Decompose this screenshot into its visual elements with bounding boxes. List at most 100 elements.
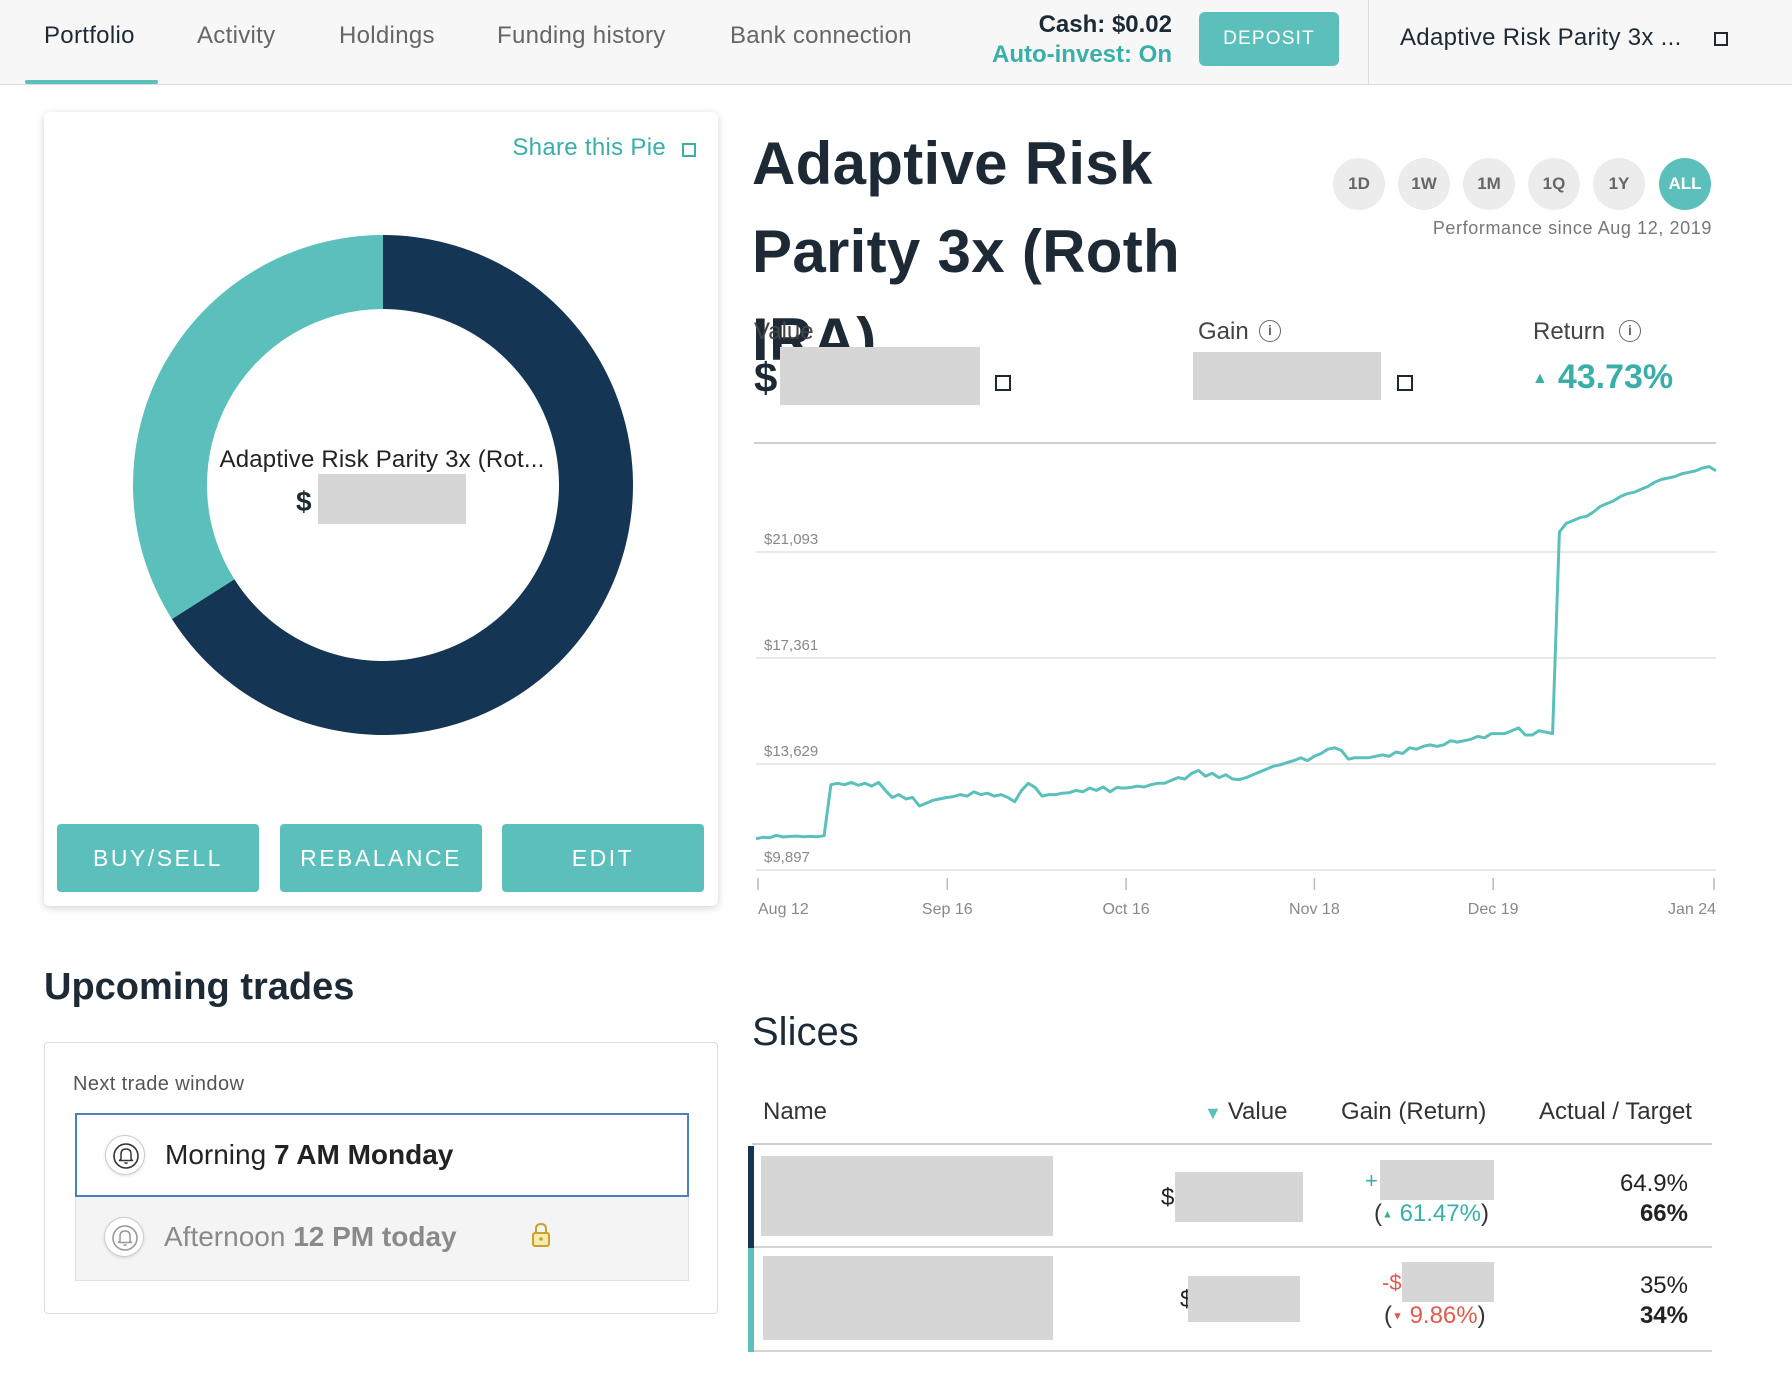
slice-color-bar (748, 1146, 754, 1248)
sort-desc-icon: ▼ (1204, 1103, 1222, 1123)
slice-return: (▼ 9.86%) (1384, 1302, 1486, 1329)
column-header-gain[interactable]: Gain (Return) (1341, 1098, 1487, 1125)
next-trade-window-label: Next trade window (73, 1073, 245, 1095)
tab-portfolio[interactable]: Portfolio (44, 22, 135, 49)
info-icon[interactable]: i (1259, 320, 1281, 342)
redacted-value (1188, 1276, 1300, 1322)
range-1w-button[interactable]: 1W (1398, 158, 1450, 210)
range-1d-button[interactable]: 1D (1333, 158, 1385, 210)
x-tick-label: Dec 19 (1468, 901, 1519, 918)
redacted-gain (1380, 1160, 1494, 1200)
donut-slice[interactable] (132, 235, 383, 619)
slice-target-percent: 66% (1639, 1200, 1688, 1227)
column-header-name[interactable]: Name (763, 1098, 828, 1125)
divider (752, 1143, 1712, 1145)
lock-icon (532, 1222, 550, 1247)
return-value: ▲ 43.73% (1532, 358, 1673, 397)
tab-activity[interactable]: Activity (197, 22, 276, 49)
slice-row[interactable]: $ -$ (▼ 9.86%) 35% 34% (748, 1248, 1712, 1352)
tab-holdings[interactable]: Holdings (339, 22, 435, 49)
square-icon[interactable] (995, 375, 1011, 391)
donut-center-label: Adaptive Risk Parity 3x (Rot... (219, 446, 545, 473)
row-divider (754, 1350, 1712, 1352)
up-triangle-icon: ▲ (1532, 370, 1548, 388)
return-percent: 43.73% (1557, 358, 1674, 396)
trade-option-text: Afternoon 12 PM today (164, 1221, 457, 1253)
gain-sign: -$ (1382, 1270, 1402, 1295)
slice-return-percent: 9.86% (1409, 1302, 1478, 1329)
cash-summary: Cash: $0.02 Auto-invest: On (992, 10, 1172, 70)
x-tick-label: Aug 12 (758, 901, 809, 918)
slice-actual-percent: 35% (1639, 1272, 1688, 1299)
x-tick-label: Jan 24 (1668, 901, 1716, 918)
bell-icon (104, 1217, 144, 1257)
edit-button[interactable]: EDIT (502, 824, 704, 892)
slice-row[interactable]: $ + (▲ 61.47%) 64.9% 66% (748, 1146, 1712, 1248)
range-1m-button[interactable]: 1M (1463, 158, 1515, 210)
column-header-actual-target[interactable]: Actual / Target (1539, 1098, 1692, 1125)
square-icon[interactable] (682, 143, 696, 157)
y-tick-label: $17,361 (764, 637, 818, 654)
performance-since: Performance since Aug 12, 2019 (1432, 218, 1712, 238)
buy-sell-button[interactable]: BUY/SELL (57, 824, 259, 892)
slice-return: (▲ 61.47%) (1374, 1200, 1489, 1227)
range-1y-button[interactable]: 1Y (1593, 158, 1645, 210)
rebalance-button[interactable]: REBALANCE (280, 824, 482, 892)
value-label: Value (754, 318, 814, 345)
page-title: Adaptive Risk Parity 3x (Roth IRA) (752, 130, 1180, 373)
square-icon[interactable] (1714, 32, 1728, 46)
x-tick-label: Oct 16 (1102, 901, 1149, 918)
pie-card: Share this Pie Adaptive Risk Parity 3x (… (44, 112, 718, 906)
trade-option-afternoon: Afternoon 12 PM today (75, 1197, 689, 1281)
column-header-value-label: Value (1227, 1098, 1288, 1125)
slice-actual-percent: 64.9% (1619, 1170, 1688, 1197)
performance-line (755, 465, 1717, 841)
return-label: Return (1533, 318, 1606, 345)
active-tab-indicator (25, 80, 158, 84)
y-tick-label: $21,093 (764, 531, 818, 548)
top-nav: Portfolio Activity Holdings Funding hist… (0, 0, 1792, 85)
info-icon[interactable]: i (1619, 320, 1641, 342)
pie-donut-chart[interactable] (128, 230, 638, 740)
column-header-value[interactable]: ▼ Value (1204, 1098, 1287, 1126)
range-all-button[interactable]: ALL (1659, 158, 1711, 210)
upcoming-trades-title: Upcoming trades (44, 966, 355, 1008)
deposit-button[interactable]: DEPOSIT (1199, 12, 1339, 66)
redacted-value (1175, 1172, 1303, 1222)
trade-option-time: 12 PM today (293, 1221, 457, 1252)
auto-invest-status[interactable]: Auto-invest: On (992, 41, 1172, 68)
redacted-value (318, 474, 466, 524)
share-pie-link[interactable]: Share this Pie (512, 134, 666, 161)
square-icon[interactable] (1397, 375, 1413, 391)
performance-chart[interactable]: $21,093 $17,361 $13,629 $9,897 Aug 12 Sep 16… (744, 446, 1724, 926)
donut-slice[interactable] (171, 235, 633, 735)
cash-balance: Cash: $0.02 (1038, 11, 1172, 38)
down-triangle-icon: ▼ (1392, 1310, 1403, 1323)
x-tick-label: Nov 18 (1289, 901, 1340, 918)
trade-option-time: 7 AM Monday (273, 1139, 454, 1170)
row-divider (754, 1246, 1712, 1248)
redacted-gain (1402, 1262, 1494, 1302)
slice-return-percent: 61.47% (1399, 1200, 1481, 1227)
trade-option-prefix: Morning (165, 1139, 267, 1170)
y-tick-label: $9,897 (764, 849, 810, 866)
up-triangle-icon: ▲ (1382, 1208, 1393, 1221)
tab-bank-connection[interactable]: Bank connection (730, 22, 912, 49)
pie-selector[interactable]: Adaptive Risk Parity 3x ... (1400, 24, 1682, 51)
gain-sign: + (1365, 1168, 1378, 1193)
gain-label: Gain (1198, 318, 1249, 345)
bell-icon (105, 1135, 145, 1175)
trades-card: Next trade window Morning 7 AM Monday Af… (44, 1042, 718, 1314)
redacted-value (780, 347, 980, 405)
redacted-name (763, 1256, 1053, 1340)
donut-currency-symbol: $ (296, 486, 312, 517)
slice-target-percent: 34% (1639, 1302, 1688, 1329)
slice-color-bar (748, 1248, 754, 1352)
tab-funding-history[interactable]: Funding history (497, 22, 666, 49)
range-1q-button[interactable]: 1Q (1528, 158, 1580, 210)
y-tick-label: $13,629 (764, 743, 818, 760)
trade-option-prefix: Afternoon (164, 1221, 286, 1252)
trade-option-text: Morning 7 AM Monday (165, 1139, 453, 1171)
x-tick-label: Sep 16 (922, 901, 973, 918)
trade-option-morning[interactable]: Morning 7 AM Monday (75, 1113, 689, 1197)
